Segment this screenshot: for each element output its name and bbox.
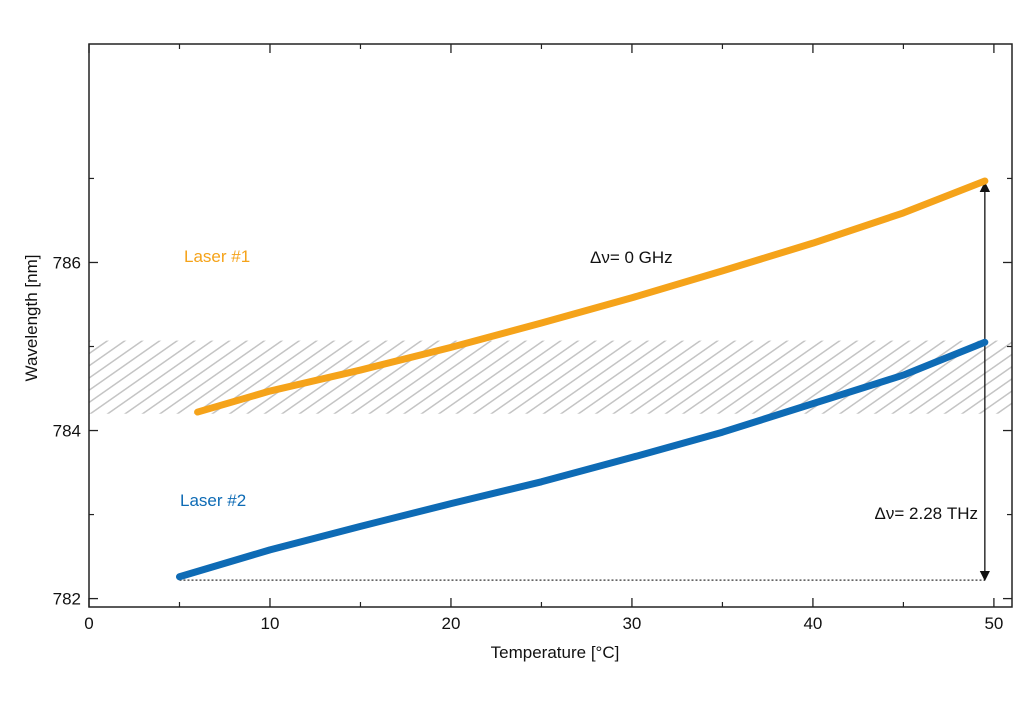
- x-tick-label: 50: [984, 614, 1003, 633]
- plot-frame: [88, 43, 1013, 608]
- y-tick-label: 786: [53, 253, 81, 272]
- laser-2-label: Laser #2: [180, 491, 246, 510]
- x-tick-label: 10: [261, 614, 280, 633]
- laser-1-label: Laser #1: [184, 247, 250, 266]
- y-tick-label: 784: [53, 422, 81, 441]
- delta-thz-annotation: Δν= 2.28 THz: [875, 504, 978, 523]
- y-axis-label: Wavelength [nm]: [22, 255, 41, 382]
- x-axis-label: Temperature [°C]: [491, 643, 620, 662]
- series-line-laser-2: [175, 338, 989, 581]
- x-tick-label: 30: [622, 614, 641, 633]
- y-tick-label: 782: [53, 590, 81, 609]
- x-tick-label: 40: [803, 614, 822, 633]
- annotation-lines-layer: [179, 181, 991, 582]
- x-tick-label: 20: [441, 614, 460, 633]
- delta-zero-ghz-annotation: Δν= 0 GHz: [590, 248, 673, 267]
- series-line-laser-1: [194, 177, 989, 416]
- x-tick-label: 0: [84, 614, 93, 633]
- ticks-layer: 0 10 20 30 40 50 782 784 786: [53, 44, 1012, 633]
- series-layer: [175, 177, 989, 581]
